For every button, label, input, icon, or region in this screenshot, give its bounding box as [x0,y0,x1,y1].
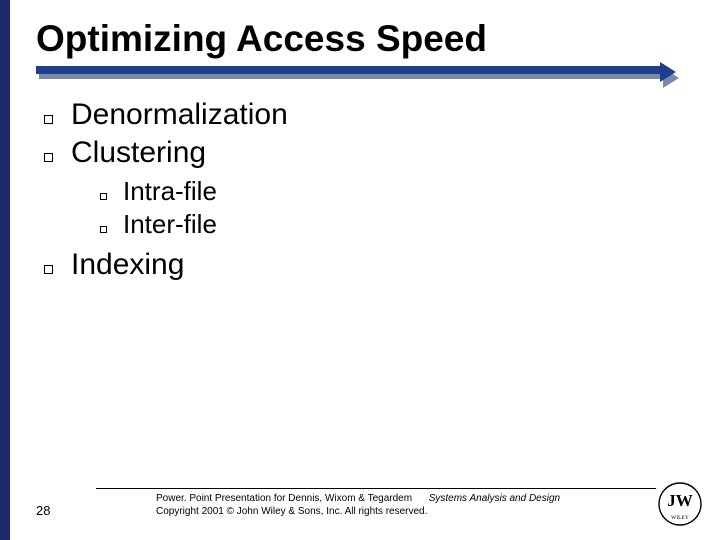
sub-bullet-list: Intra-file Inter-file [36,176,694,240]
bullet-text: Indexing [71,248,184,282]
footer-text: Power. Point Presentation for Dennis, Wi… [96,493,684,518]
svg-text:JW: JW [667,491,693,510]
slide-body: Optimizing Access Speed Denormalization … [10,0,720,540]
bullet-text: Clustering [71,136,206,170]
bullet-icon [100,193,107,200]
footer-line2: Copyright 2001 © John Wiley & Sons, Inc.… [156,506,427,517]
bullet-list: Denormalization Clustering [36,98,694,170]
list-item: Intra-file [100,176,694,207]
list-item: Inter-file [100,209,694,240]
list-item: Indexing [44,248,694,282]
underline-arrow [660,62,676,82]
list-item: Denormalization [44,98,694,132]
bullet-icon [44,153,53,162]
left-accent-stripe [0,0,10,540]
svg-text:WILEY: WILEY [671,515,689,521]
bullet-text: Denormalization [71,98,288,132]
list-item: Clustering [44,136,694,170]
page-number: 28 [36,503,96,518]
bullet-text: Inter-file [123,209,217,240]
slide-footer: 28 Power. Point Presentation for Dennis,… [36,488,684,518]
slide-title: Optimizing Access Speed [36,18,694,60]
bullet-icon [100,226,107,233]
bullet-list: Indexing [36,248,694,282]
footer-line1-ital: Systems Analysis and Design [429,493,560,504]
bullet-text: Intra-file [123,176,217,207]
bullet-icon [44,115,53,124]
bullet-icon [44,265,53,274]
underline-bar [36,66,660,74]
footer-line1-pre: Power. Point Presentation for Dennis, Wi… [156,493,412,504]
title-underline [36,66,676,80]
publisher-logo-icon: JW WILEY [658,482,702,526]
footer-divider [96,488,656,489]
